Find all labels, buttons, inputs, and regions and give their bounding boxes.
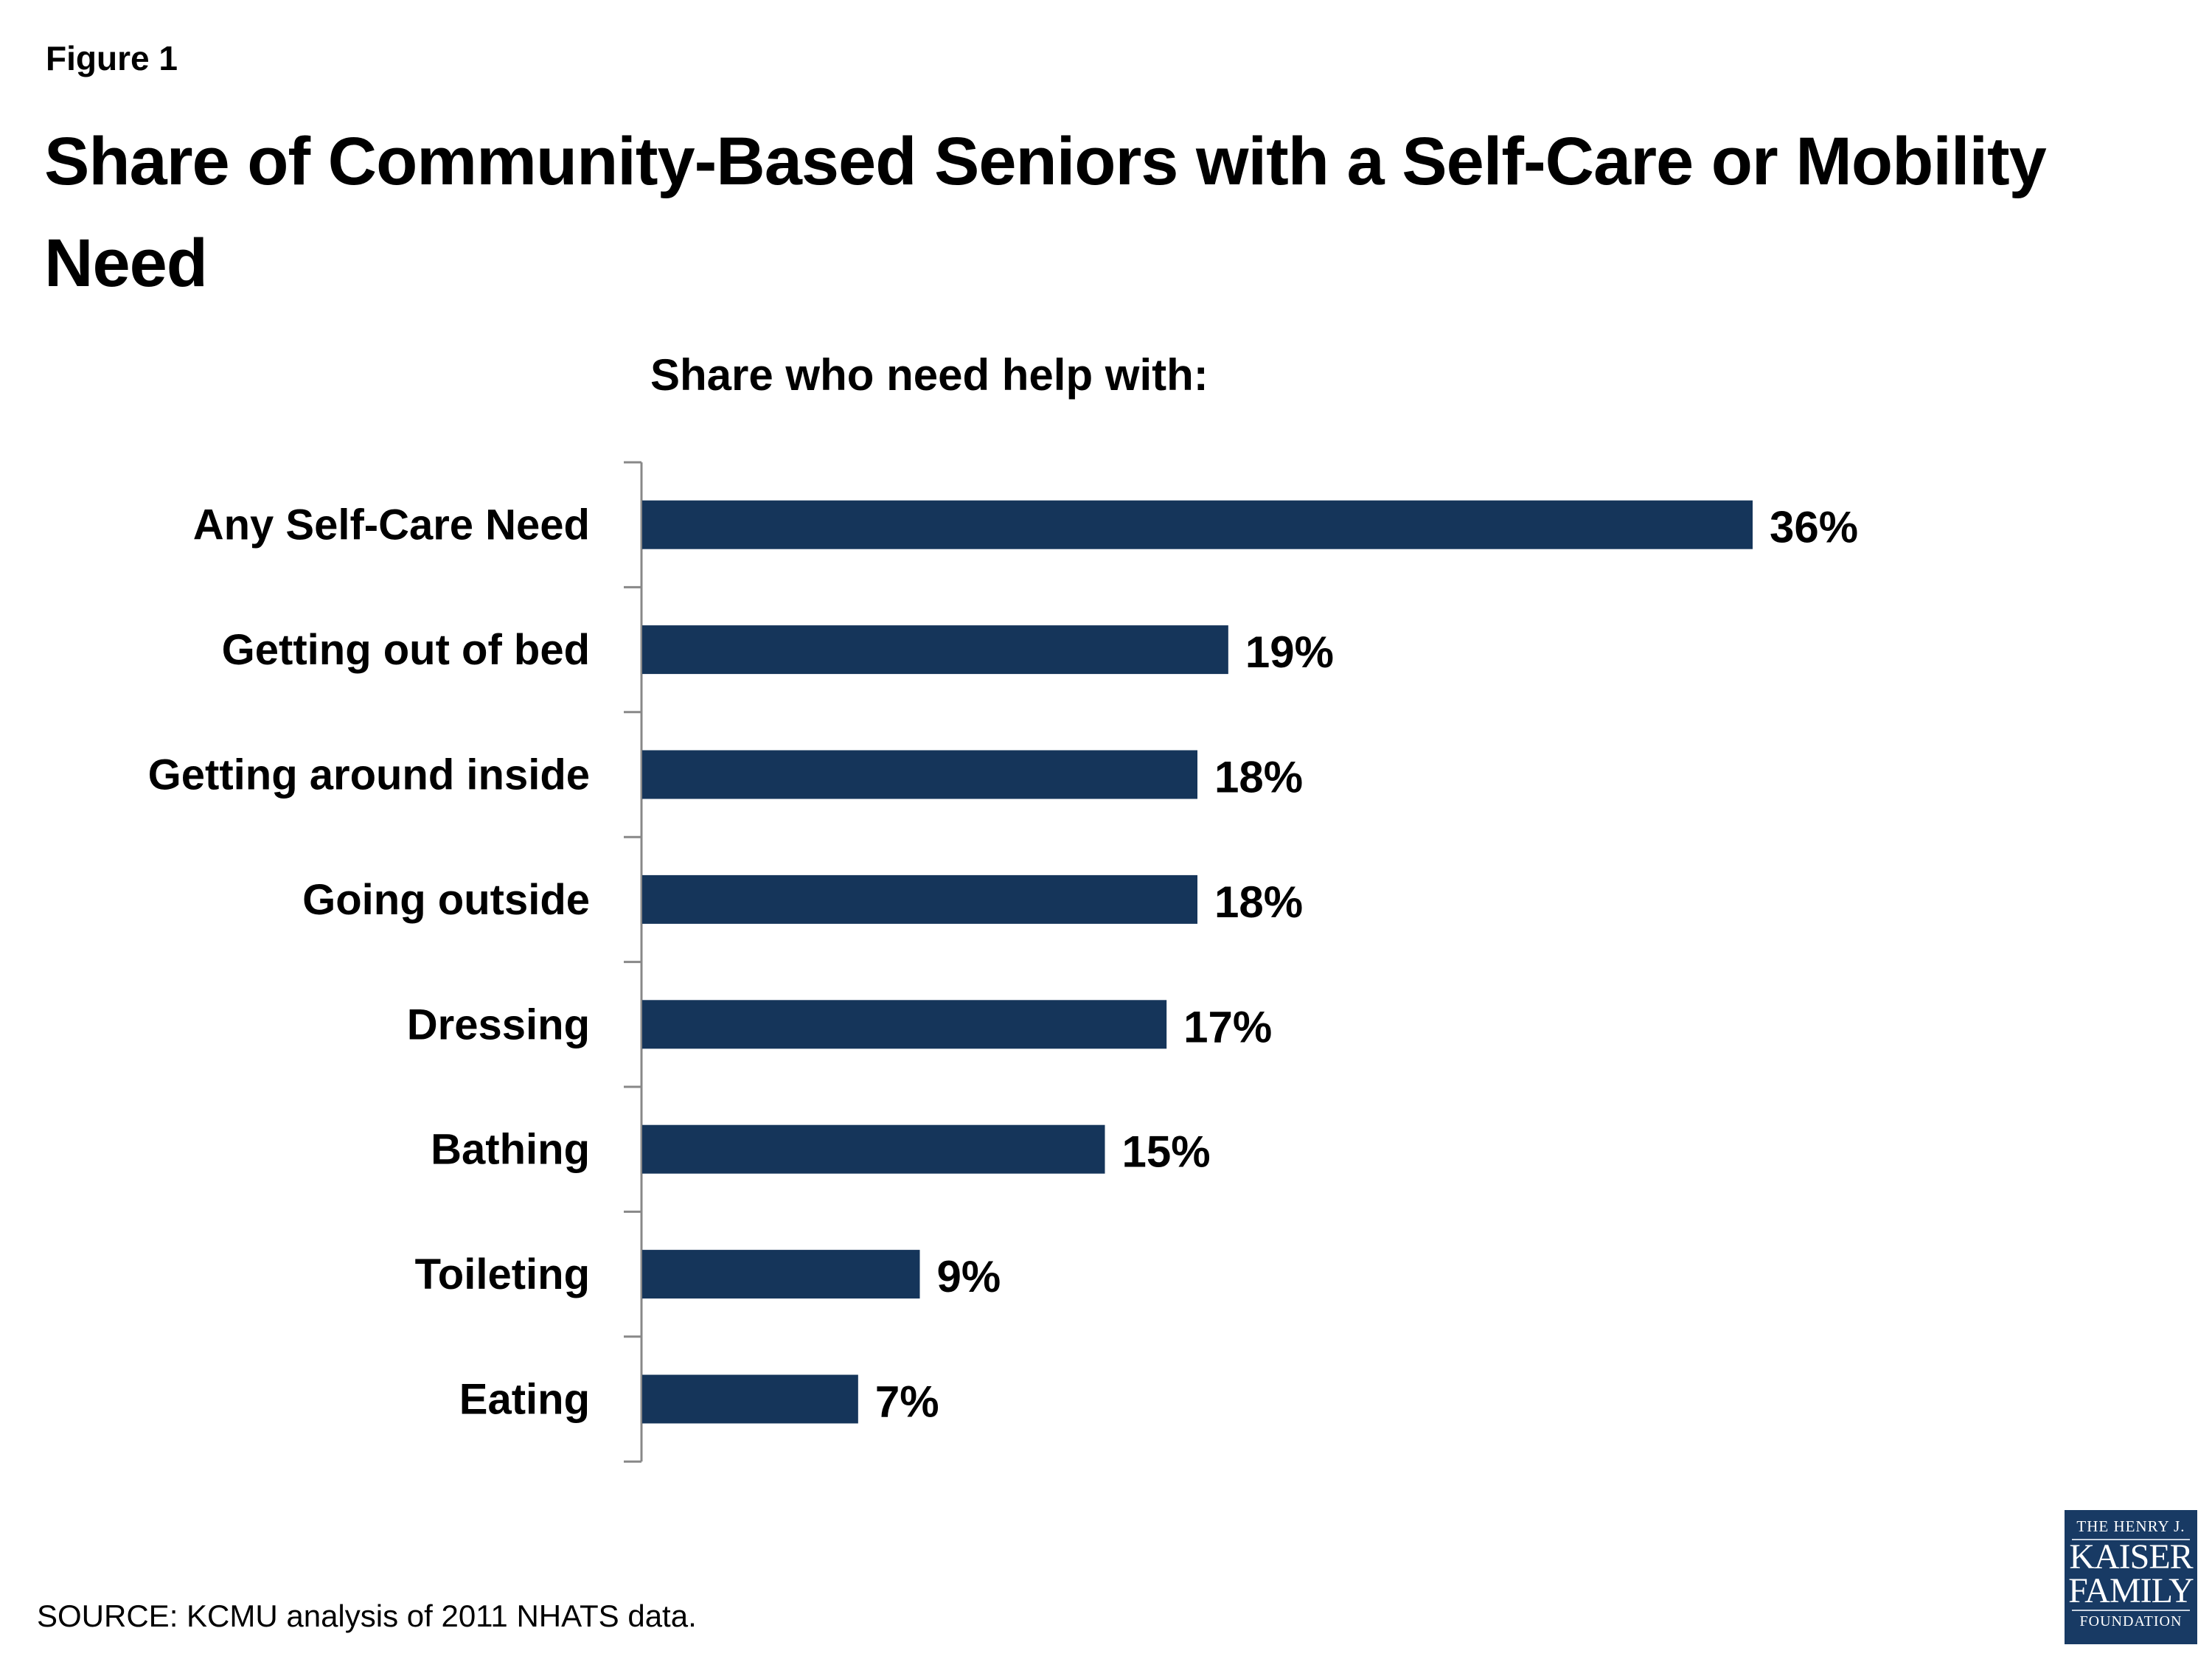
- data-label: 15%: [1122, 1127, 1211, 1177]
- bar: [642, 1374, 858, 1424]
- logo-line: FOUNDATION: [2072, 1610, 2190, 1630]
- category-label: Getting around inside: [148, 751, 590, 799]
- chart-subtitle: Share who need help with:: [650, 350, 1208, 400]
- bar: [642, 625, 1228, 675]
- category-label: Bathing: [431, 1126, 590, 1174]
- bar: [642, 1124, 1105, 1174]
- category-label: Getting out of bed: [222, 626, 590, 674]
- category-label: Toileting: [415, 1251, 590, 1298]
- bar: [642, 874, 1197, 924]
- logo-line: THE HENRY J.: [2072, 1517, 2190, 1540]
- logo-line: FAMILY: [2068, 1571, 2194, 1610]
- category-label: Dressing: [407, 1001, 590, 1048]
- bar: [642, 500, 1753, 549]
- data-label: 18%: [1214, 877, 1303, 927]
- data-label: 9%: [937, 1252, 1001, 1301]
- data-label: 7%: [875, 1377, 939, 1427]
- bar: [642, 1250, 920, 1299]
- logo-line: KAISER: [2069, 1537, 2193, 1576]
- figure-label: Figure 1: [46, 39, 178, 77]
- category-label: Any Self-Care Need: [193, 501, 590, 549]
- data-label: 36%: [1770, 503, 1858, 552]
- kff-logo: THE HENRY J. KAISER FAMILY FOUNDATION: [2065, 1510, 2197, 1644]
- bar: [642, 750, 1197, 799]
- source-note: SOURCE: KCMU analysis of 2011 NHATS data…: [37, 1599, 697, 1633]
- data-label: 18%: [1214, 753, 1303, 802]
- category-label: Eating: [459, 1376, 590, 1424]
- data-label: 17%: [1183, 1002, 1272, 1051]
- data-label: 19%: [1245, 627, 1334, 677]
- bar: [642, 1000, 1167, 1049]
- category-label: Going outside: [302, 876, 590, 924]
- chart-title: Share of Community-Based Seniors with a …: [44, 124, 2047, 301]
